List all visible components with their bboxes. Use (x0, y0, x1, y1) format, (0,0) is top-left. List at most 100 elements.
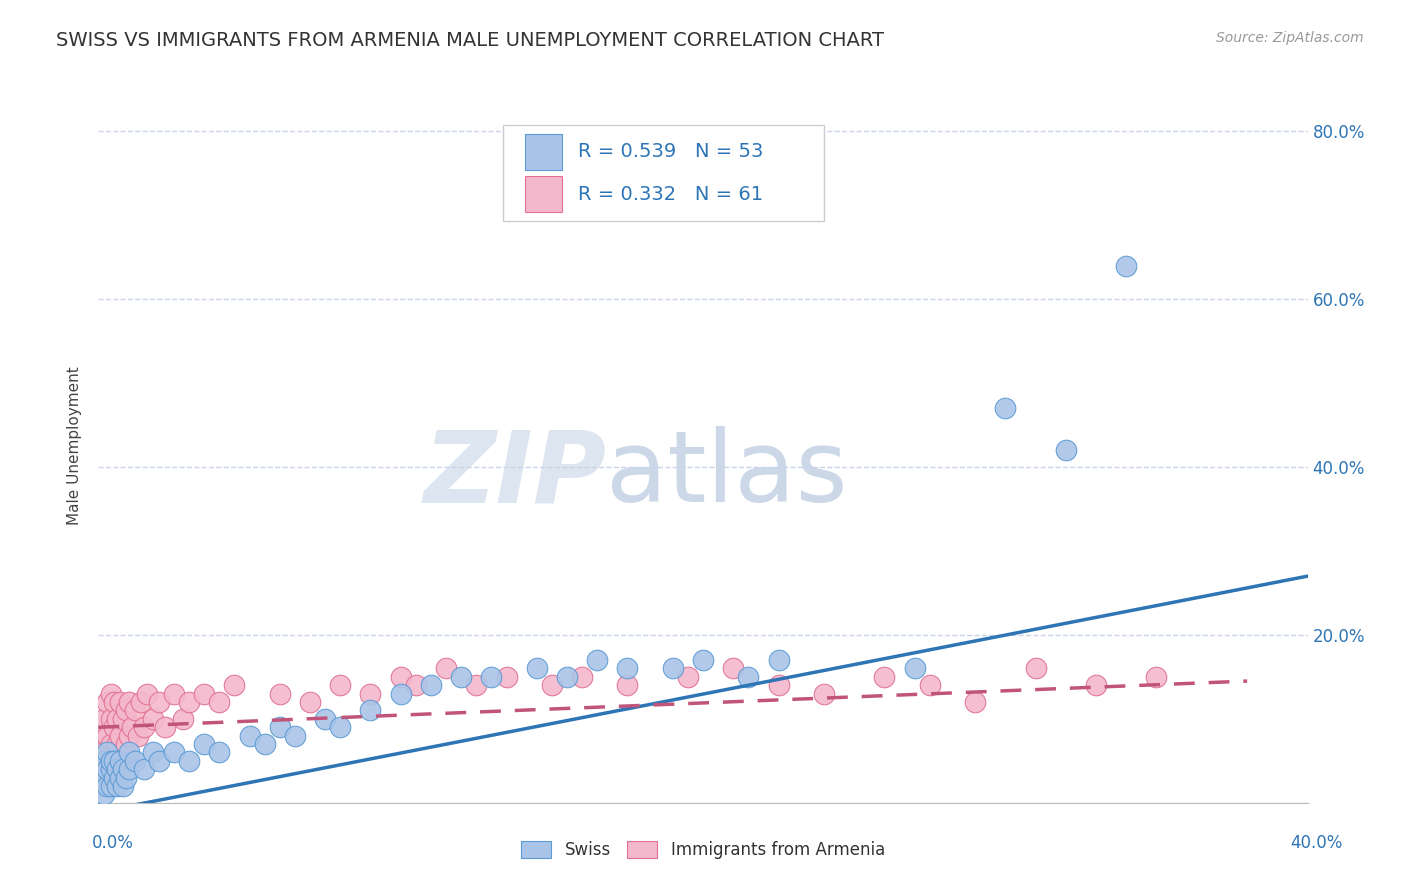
FancyBboxPatch shape (526, 134, 561, 169)
Point (571, 670, 593, 684)
Point (405, 678, 427, 692)
Point (495, 670, 517, 684)
Point (179, 695, 201, 709)
Point (100, 754, 122, 768)
Point (118, 729, 141, 743)
Point (90, 762, 112, 776)
Point (994, 401, 1017, 416)
Point (253, 737, 276, 751)
Point (1144, 670, 1167, 684)
Point (526, 661, 548, 675)
Point (111, 762, 134, 776)
Point (737, 670, 759, 684)
Point (111, 746, 134, 760)
Point (108, 754, 131, 768)
Point (768, 653, 790, 667)
Point (153, 720, 176, 734)
Legend: Swiss, Immigrants from Armenia: Swiss, Immigrants from Armenia (515, 834, 891, 866)
Point (148, 754, 170, 768)
Point (1054, 443, 1077, 458)
Point (135, 687, 157, 701)
Point (540, 678, 562, 692)
Point (114, 703, 136, 717)
Point (163, 687, 186, 701)
FancyBboxPatch shape (526, 177, 561, 212)
Point (96, 746, 118, 760)
Point (118, 746, 141, 760)
FancyBboxPatch shape (503, 125, 824, 221)
Text: ZIP: ZIP (423, 426, 606, 523)
Point (965, 695, 987, 709)
Point (142, 746, 165, 760)
Point (616, 661, 638, 675)
Point (208, 746, 231, 760)
Point (96, 762, 118, 776)
Point (904, 661, 927, 675)
Point (193, 687, 215, 701)
Point (124, 703, 146, 717)
Point (96, 754, 118, 768)
Point (96, 729, 118, 743)
Point (100, 712, 122, 726)
Point (121, 720, 143, 734)
Point (108, 695, 131, 709)
Text: atlas: atlas (606, 426, 848, 523)
Point (179, 754, 201, 768)
Point (813, 687, 835, 701)
Point (692, 653, 714, 667)
Point (1024, 661, 1046, 675)
Point (103, 695, 125, 709)
Point (105, 737, 128, 751)
Point (103, 754, 125, 768)
Point (193, 737, 215, 751)
Point (299, 695, 322, 709)
Point (96, 779, 118, 793)
Point (103, 771, 125, 785)
Point (163, 746, 186, 760)
Point (239, 729, 262, 743)
Point (93, 788, 115, 802)
Point (873, 670, 896, 684)
Text: Source: ZipAtlas.com: Source: ZipAtlas.com (1216, 31, 1364, 45)
Text: R = 0.332   N = 61: R = 0.332 N = 61 (578, 185, 763, 203)
Point (616, 678, 638, 692)
Point (208, 695, 231, 709)
Text: 0.0%: 0.0% (91, 834, 134, 852)
Point (1085, 678, 1108, 692)
Point (105, 762, 128, 776)
Point (100, 737, 122, 751)
Point (111, 712, 134, 726)
Point (224, 678, 246, 692)
Point (586, 653, 609, 667)
Point (127, 729, 149, 743)
Point (918, 678, 941, 692)
Point (360, 703, 382, 717)
Point (148, 695, 170, 709)
Point (450, 670, 472, 684)
Point (142, 712, 165, 726)
Point (434, 661, 457, 675)
Text: R = 0.539   N = 53: R = 0.539 N = 53 (578, 143, 763, 161)
Point (96, 695, 118, 709)
Point (105, 712, 128, 726)
Point (465, 678, 488, 692)
Point (90, 729, 112, 743)
Point (1115, 259, 1137, 273)
Point (329, 678, 352, 692)
Point (389, 670, 412, 684)
Point (269, 720, 291, 734)
Point (114, 737, 136, 751)
Point (93, 712, 115, 726)
Point (118, 762, 141, 776)
Point (360, 687, 382, 701)
Point (108, 729, 131, 743)
Point (676, 670, 699, 684)
Point (93, 746, 115, 760)
Point (108, 754, 131, 768)
Point (420, 678, 443, 692)
Point (314, 712, 336, 726)
Point (132, 762, 155, 776)
Point (100, 779, 122, 793)
Point (124, 754, 146, 768)
Point (100, 687, 122, 701)
